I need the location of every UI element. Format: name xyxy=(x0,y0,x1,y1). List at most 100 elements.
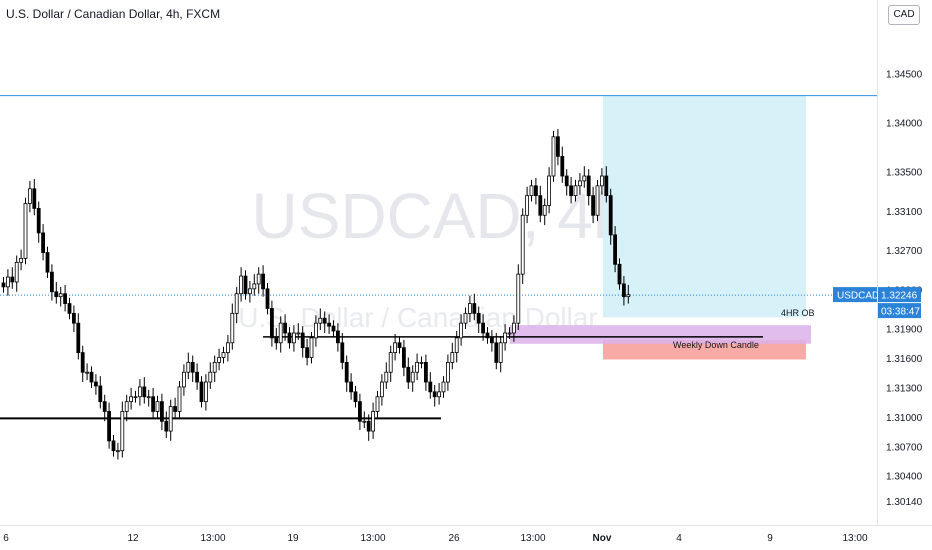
watermark-symbol: USDCAD, 4h xyxy=(252,180,629,252)
order-block-label: 4HR OB xyxy=(781,308,815,318)
y-axis-label: 1.31000 xyxy=(886,413,923,424)
target-zone xyxy=(603,95,806,318)
candle xyxy=(151,396,156,412)
symbol-tag-label: USDCAD xyxy=(837,291,879,302)
candle xyxy=(366,420,371,432)
candle xyxy=(14,261,19,283)
candle xyxy=(375,396,380,412)
candle xyxy=(578,180,582,187)
price-tag xyxy=(878,287,921,303)
x-axis-label: 13:00 xyxy=(842,533,867,544)
y-axis-label: 1.33100 xyxy=(886,207,923,218)
candle xyxy=(604,175,609,197)
currency-button[interactable]: CAD xyxy=(888,5,920,25)
candle xyxy=(353,391,358,403)
candle xyxy=(393,342,398,353)
stop-zone-label: Weekly Down Candle xyxy=(673,340,759,350)
candle xyxy=(252,283,257,290)
candle xyxy=(529,185,534,197)
candle xyxy=(454,337,459,353)
y-axis-label: 1.30140 xyxy=(886,497,923,508)
candle xyxy=(503,332,508,344)
candle xyxy=(481,322,486,334)
candle xyxy=(485,332,490,339)
candle xyxy=(357,401,362,422)
candle xyxy=(283,322,288,334)
symbol-tag xyxy=(833,287,877,303)
candle xyxy=(94,381,98,387)
candle xyxy=(291,332,296,344)
candle xyxy=(410,371,415,383)
candle xyxy=(379,381,384,398)
candle xyxy=(560,155,565,177)
y-axis-label: 1.33500 xyxy=(886,168,923,179)
candle xyxy=(261,273,266,290)
y-axis-label: 1.31300 xyxy=(886,383,923,394)
candle xyxy=(551,136,556,177)
candle xyxy=(472,303,477,314)
candle xyxy=(538,195,543,216)
candle xyxy=(98,385,103,403)
candle xyxy=(239,275,244,295)
candle xyxy=(362,420,367,423)
countdown-label: 03:38:47 xyxy=(881,307,920,318)
candle xyxy=(177,386,182,412)
candle xyxy=(547,175,551,206)
candle xyxy=(494,342,499,363)
candle xyxy=(212,362,217,373)
x-axis-label: 6 xyxy=(3,533,9,544)
candle xyxy=(450,352,455,363)
candle xyxy=(269,308,274,339)
candle xyxy=(133,396,138,399)
candle xyxy=(507,332,512,335)
candle xyxy=(89,371,94,383)
candle xyxy=(397,342,402,349)
candle xyxy=(498,342,503,363)
countdown-tag xyxy=(878,303,921,319)
candle xyxy=(349,381,354,393)
candle xyxy=(542,205,547,216)
candle xyxy=(613,234,617,265)
candle xyxy=(54,291,59,298)
candle xyxy=(617,263,622,285)
candle xyxy=(45,252,50,273)
candle xyxy=(124,401,129,412)
candle xyxy=(102,401,107,412)
candle xyxy=(437,391,442,398)
x-axis-label: 12 xyxy=(127,533,139,544)
x-axis-label: Nov xyxy=(593,533,612,544)
candle xyxy=(564,175,569,187)
candle xyxy=(120,411,125,452)
candle xyxy=(582,175,587,182)
candle xyxy=(36,207,41,234)
candle xyxy=(41,232,45,253)
x-axis-label: 13:00 xyxy=(200,533,225,544)
x-axis-label: 4 xyxy=(676,533,682,544)
candle xyxy=(556,136,560,157)
candle xyxy=(203,381,208,403)
candle xyxy=(32,188,37,209)
candle xyxy=(401,347,406,368)
candle xyxy=(230,312,235,344)
candle xyxy=(595,185,600,216)
y-axis-label: 1.30700 xyxy=(886,442,923,453)
candle xyxy=(80,352,85,373)
candle xyxy=(155,401,160,412)
candle xyxy=(520,214,525,275)
candle xyxy=(305,347,310,358)
candle xyxy=(27,188,32,204)
candle xyxy=(265,288,270,309)
candle xyxy=(76,322,81,353)
candle xyxy=(85,371,89,374)
candle xyxy=(195,371,200,383)
candle xyxy=(186,362,191,373)
candle xyxy=(313,322,318,339)
candle xyxy=(591,195,595,216)
candle xyxy=(516,273,521,324)
chart-title: U.S. Dollar / Canadian Dollar, 4h, FXCM xyxy=(6,7,221,21)
x-axis-label: 26 xyxy=(448,533,460,544)
order-block-zone xyxy=(510,325,811,344)
candle xyxy=(525,195,529,216)
candle xyxy=(445,362,450,383)
